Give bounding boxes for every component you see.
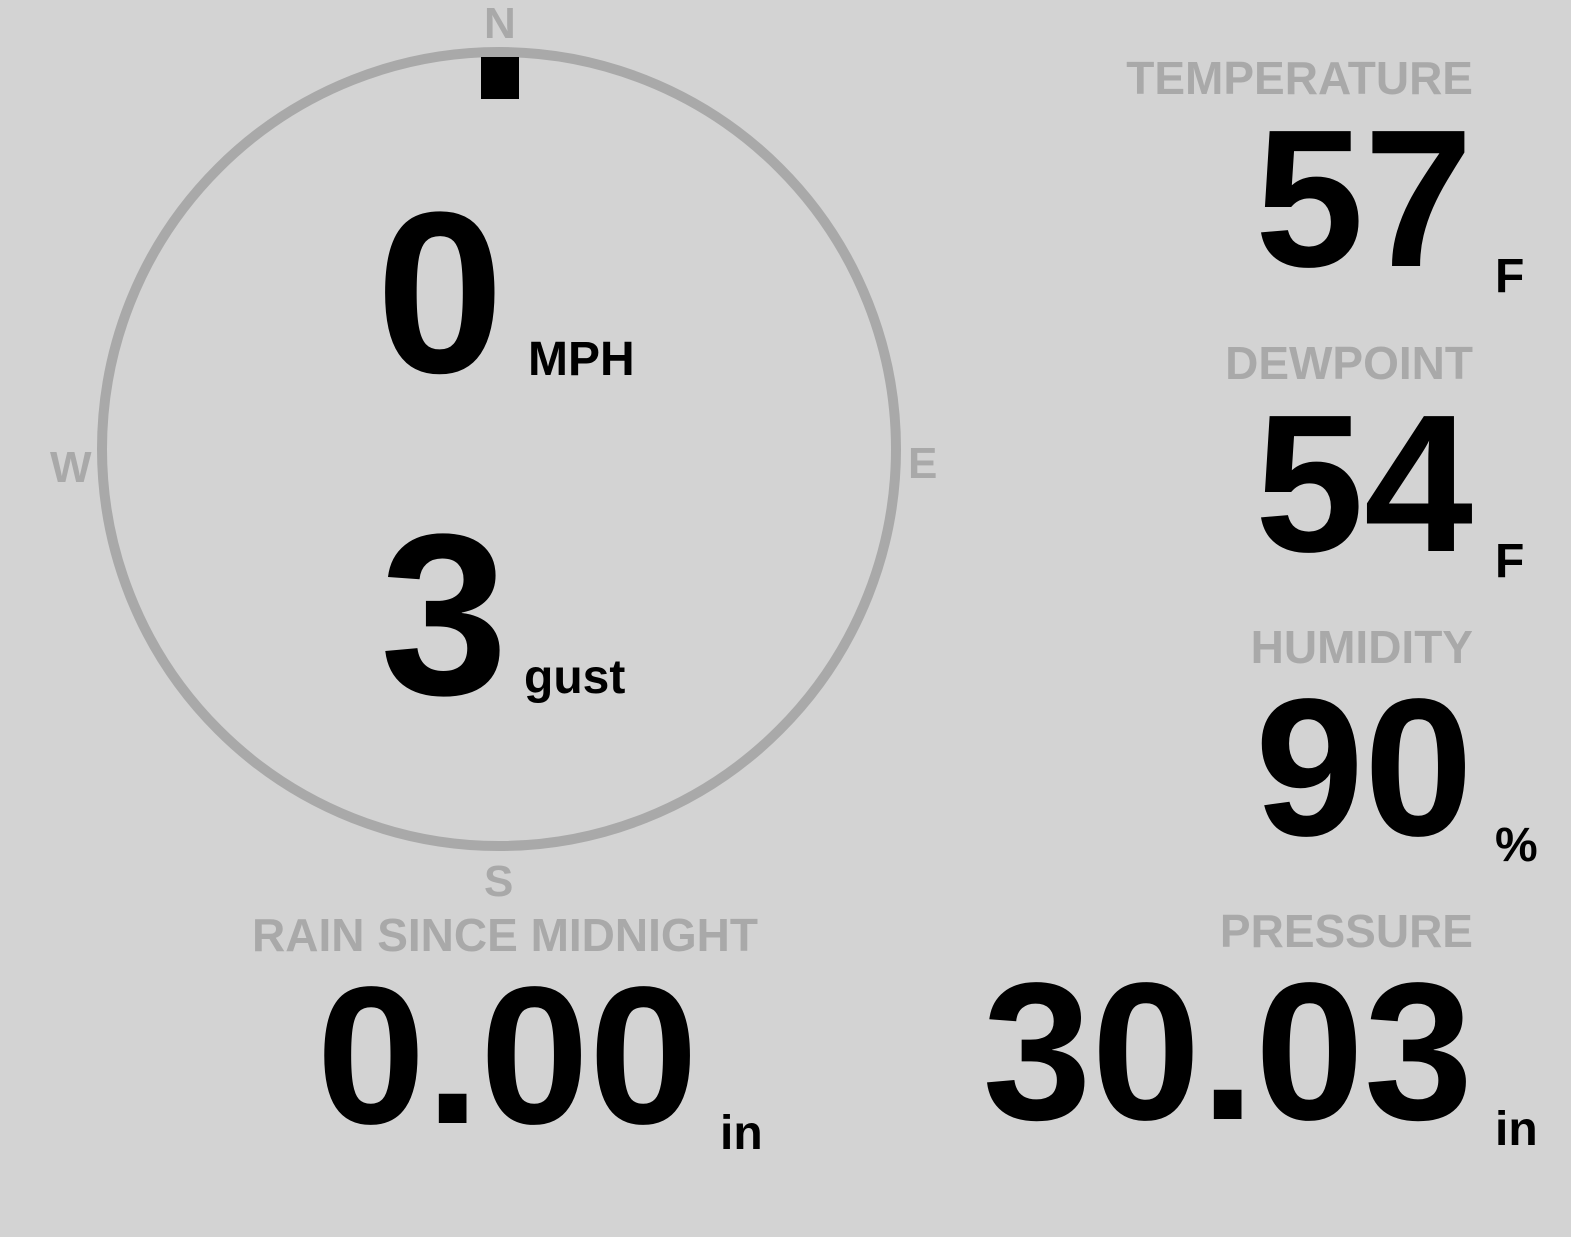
wind-speed-value: 0 (376, 164, 504, 421)
compass-west: W (50, 443, 92, 492)
pressure-unit: in (1495, 1103, 1538, 1156)
pressure-label: PRESSURE (1219, 905, 1473, 957)
pressure-value: 30.03 (982, 942, 1473, 1161)
dewpoint-card: DEWPOINT 54 F (1225, 337, 1524, 586)
temperature-card: TEMPERATURE 57 F (1126, 52, 1524, 301)
temperature-value: 57 (1254, 89, 1473, 308)
compass-south: S (484, 857, 514, 906)
dewpoint-value: 54 (1254, 374, 1473, 593)
temperature-label: TEMPERATURE (1126, 52, 1473, 104)
temperature-unit: F (1495, 250, 1525, 303)
compass-ring (97, 47, 901, 851)
pressure-card: PRESSURE 30.03 in (983, 905, 1538, 1154)
wind-compass (97, 47, 901, 851)
rain-unit: in (720, 1107, 763, 1160)
rain-card: RAIN SINCE MIDNIGHT 0.00 in (252, 909, 763, 1158)
compass-north: N (484, 0, 516, 48)
dewpoint-label: DEWPOINT (1225, 337, 1473, 389)
dewpoint-unit: F (1495, 535, 1525, 588)
humidity-card: HUMIDITY 90% (1250, 621, 1538, 870)
rain-value: 0.00 (316, 946, 698, 1165)
wind-gust-value: 3 (380, 486, 508, 743)
wind-direction-indicator (481, 57, 519, 99)
compass-east: E (908, 439, 938, 488)
humidity-value: 90 (1254, 658, 1473, 877)
humidity-label: HUMIDITY (1250, 621, 1473, 673)
rain-label: RAIN SINCE MIDNIGHT (252, 909, 758, 961)
humidity-unit: % (1495, 819, 1538, 872)
wind-gust-label: gust (524, 651, 626, 704)
wind-speed-unit: MPH (528, 333, 635, 386)
